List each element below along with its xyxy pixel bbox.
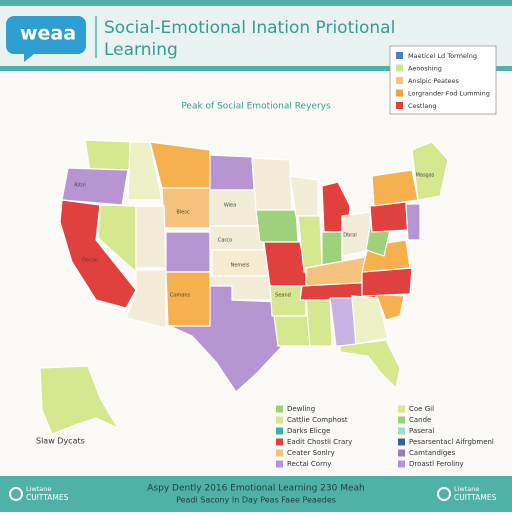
footer-icon <box>9 487 23 501</box>
state <box>251 157 293 211</box>
state-label: Wiea <box>224 203 236 209</box>
state <box>165 231 211 273</box>
legend-label: Lorgrander Fod Lumming <box>408 90 490 98</box>
legend-label: Maeticel Ld Tormelng <box>408 52 477 60</box>
title-line: Learning <box>104 40 178 60</box>
state <box>165 271 211 327</box>
alaska <box>39 365 120 435</box>
legend-label: Cattlie Comphost <box>287 416 348 424</box>
legend-swatch <box>396 64 403 72</box>
legend-swatch <box>396 102 403 109</box>
logo: weaa <box>20 23 76 45</box>
title-line: Social-Emotional Ination Priotional <box>104 18 395 38</box>
state <box>405 203 421 241</box>
footer-icon <box>437 487 451 501</box>
state-label: Nemels <box>231 263 250 269</box>
legend-swatch <box>398 460 405 468</box>
legend-label: Rectal Corny <box>287 460 331 468</box>
legend-label: Ceater Sonlry <box>287 449 335 457</box>
legend-swatch <box>276 427 283 435</box>
state <box>209 154 255 191</box>
legend-label: Coe Gil <box>409 405 434 413</box>
legend-label: Darks Elicge <box>287 427 330 435</box>
footer-text: Aspy Dently 2016 Emotional Learning 230 … <box>147 484 364 494</box>
legend-label: Anslpic Peatees <box>408 77 460 85</box>
legend-label: Dewling <box>287 405 315 413</box>
legend-swatch <box>276 460 283 468</box>
legend-swatch <box>276 405 283 413</box>
state <box>135 205 167 269</box>
legend-label: Cande <box>409 416 431 424</box>
state <box>273 315 313 347</box>
state <box>351 295 389 345</box>
legend-label: Aeooshing <box>408 65 442 73</box>
state-label: Masgas <box>416 173 435 179</box>
state <box>369 201 409 233</box>
legend-swatch <box>398 405 405 413</box>
state-label: Blesc <box>176 210 190 216</box>
state <box>371 169 419 207</box>
top-legend-box <box>389 45 497 115</box>
state <box>84 139 133 173</box>
logo-bubble <box>6 16 86 62</box>
legend-swatch <box>396 52 403 59</box>
state <box>305 299 333 347</box>
legend-label: Camtandiges <box>409 449 456 457</box>
header-rule <box>0 66 512 71</box>
state <box>411 141 449 201</box>
state <box>339 339 401 390</box>
state-label: Seand <box>275 293 291 299</box>
legend-swatch <box>276 416 283 424</box>
state <box>125 269 167 329</box>
legend-swatch <box>276 449 283 457</box>
legend-swatch <box>398 427 405 435</box>
legend-swatch <box>396 77 403 84</box>
legend-label: Droastl Feroliny <box>409 460 464 468</box>
legend-label: Eadit Chostli Crary <box>287 438 352 446</box>
legend-swatch <box>398 416 405 424</box>
state-label: Oecan <box>82 258 98 264</box>
state-label: Dbral <box>343 233 357 239</box>
state <box>161 187 211 229</box>
footer-logo: Liwtane <box>26 485 51 493</box>
footer-logo: Liwtane <box>454 485 479 493</box>
footer-text: Peadi Sacony In Day Peas Faee Peaedes <box>176 496 336 505</box>
state <box>61 167 129 206</box>
legend-label: Pesarsentacl Aifrgbmenl <box>409 438 494 446</box>
us-map <box>39 139 449 435</box>
legend-swatch <box>398 449 405 457</box>
state <box>361 267 413 297</box>
legend-label: Paseral <box>409 427 434 435</box>
header-strip <box>0 0 512 6</box>
state-label: Comans <box>170 293 191 299</box>
inset-label: Slaw Dycats <box>36 437 85 446</box>
footer-logo: CUlTTAMES <box>26 493 69 502</box>
legend-swatch <box>398 438 405 446</box>
state <box>255 209 299 243</box>
map-subtitle: Peak of Social Emotional Reyerys <box>181 102 331 112</box>
state-label: Ritnl <box>74 183 85 189</box>
legend-label: Cestlang <box>408 102 437 110</box>
state <box>269 285 307 317</box>
footer-band <box>0 476 512 512</box>
legend-swatch <box>276 438 283 446</box>
state <box>375 293 405 321</box>
footer-logo: CUlTTAMES <box>454 493 497 502</box>
legend-swatch <box>396 89 403 97</box>
state <box>59 199 137 309</box>
state-label: Carco <box>218 238 232 244</box>
